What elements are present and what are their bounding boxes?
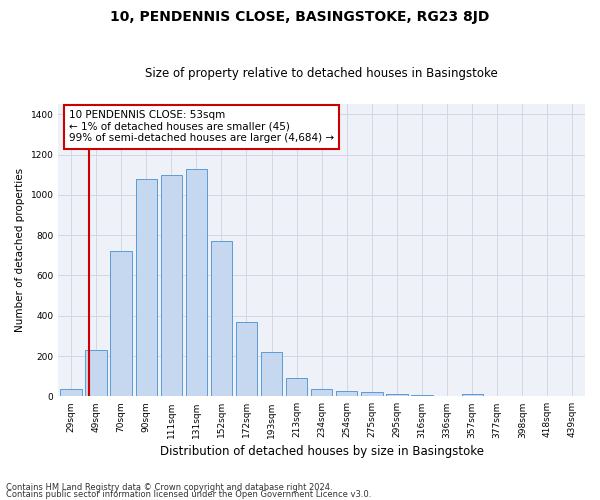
Bar	[161, 175, 182, 396]
Bar	[185, 168, 207, 396]
Bar	[261, 352, 282, 397]
Bar	[412, 394, 433, 396]
Bar	[461, 394, 483, 396]
Bar	[85, 350, 107, 397]
Text: Contains HM Land Registry data © Crown copyright and database right 2024.: Contains HM Land Registry data © Crown c…	[6, 484, 332, 492]
Bar	[311, 390, 332, 396]
Title: Size of property relative to detached houses in Basingstoke: Size of property relative to detached ho…	[145, 66, 498, 80]
Bar	[361, 392, 383, 396]
Bar	[386, 394, 407, 396]
Y-axis label: Number of detached properties: Number of detached properties	[15, 168, 25, 332]
Text: 10, PENDENNIS CLOSE, BASINGSTOKE, RG23 8JD: 10, PENDENNIS CLOSE, BASINGSTOKE, RG23 8…	[110, 10, 490, 24]
Text: Contains public sector information licensed under the Open Government Licence v3: Contains public sector information licen…	[6, 490, 371, 499]
Bar	[136, 179, 157, 396]
Text: 10 PENDENNIS CLOSE: 53sqm
← 1% of detached houses are smaller (45)
99% of semi-d: 10 PENDENNIS CLOSE: 53sqm ← 1% of detach…	[69, 110, 334, 144]
Bar	[110, 252, 132, 396]
Bar	[60, 390, 82, 396]
Bar	[336, 392, 358, 396]
X-axis label: Distribution of detached houses by size in Basingstoke: Distribution of detached houses by size …	[160, 444, 484, 458]
Bar	[286, 378, 307, 396]
Bar	[236, 322, 257, 396]
Bar	[211, 241, 232, 396]
